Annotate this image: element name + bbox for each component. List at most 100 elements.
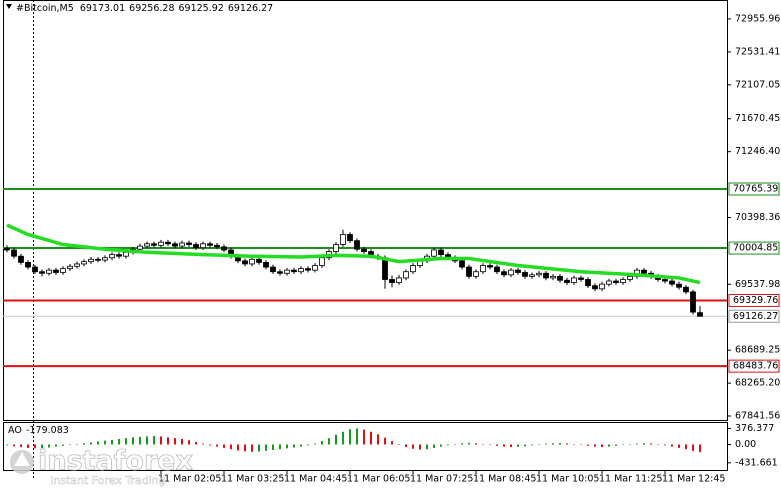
candle-body — [697, 312, 703, 317]
candle-body — [501, 271, 507, 276]
level-label: 69329.76 — [733, 295, 778, 306]
candle-body — [389, 279, 395, 283]
candle-body — [18, 255, 24, 263]
ao-bar — [531, 444, 533, 446]
candle-body — [242, 260, 248, 265]
ao-bar — [293, 444, 295, 448]
ao-bar — [209, 444, 211, 446]
candle-body — [473, 271, 479, 277]
ao-bar — [657, 444, 659, 445]
candle-body — [249, 258, 255, 265]
ao-bar — [69, 444, 71, 446]
x-tick-label: 11 Mar 11:25 — [599, 474, 662, 485]
level-label: 70765.39 — [733, 184, 778, 195]
ao-bar — [405, 444, 407, 448]
symbol: #Bitcoin,M5 — [16, 3, 74, 14]
ao-bar — [62, 444, 64, 446]
x-tick-label: 11 Mar 08:45 — [473, 474, 536, 485]
level-box — [728, 359, 780, 373]
ao-bar — [391, 441, 393, 445]
ao-bar — [538, 444, 540, 446]
candle-body — [200, 243, 206, 249]
ao-bar — [412, 444, 414, 449]
ao-bar — [41, 444, 43, 449]
candle-body — [480, 265, 486, 273]
candle-body — [11, 249, 17, 257]
header-close: 69126.27 — [228, 3, 273, 14]
header-low: 69125.92 — [179, 3, 224, 14]
candle-body — [39, 271, 45, 274]
ao-title: AO — [8, 425, 22, 436]
ao-bar — [20, 444, 22, 448]
candle-body — [676, 283, 682, 288]
candle-body — [333, 244, 339, 252]
logo-name: instaforex — [38, 446, 193, 477]
candle-body — [599, 283, 605, 290]
candle-body — [74, 263, 80, 267]
ao-bar — [377, 434, 379, 445]
ao-bar — [272, 444, 274, 451]
ao-bar — [251, 444, 253, 452]
candle-body — [354, 240, 360, 250]
candle-body — [669, 280, 675, 285]
ao-bar — [426, 444, 428, 450]
ao-value: -179.083 — [26, 425, 69, 436]
level-label: 68483.76 — [733, 361, 778, 372]
candle-body — [81, 261, 87, 265]
ao-bar — [356, 428, 358, 445]
candle-body — [508, 269, 514, 276]
header-high: 69256.28 — [129, 3, 174, 14]
ao-bar — [174, 438, 176, 445]
logo-tagline: Instant Forex Trading — [50, 474, 166, 487]
candle-body — [585, 279, 591, 287]
ao-bar — [440, 444, 442, 447]
candle-body — [550, 275, 556, 279]
y-tick-label: 69537.98 — [735, 279, 780, 290]
candle-body — [207, 243, 213, 246]
x-tick-label: 11 Mar 04:45 — [284, 474, 347, 485]
ao-bar — [307, 444, 309, 446]
ao-bar — [244, 444, 246, 452]
candle-body — [305, 268, 311, 271]
y-tick-label: 68265.20 — [735, 378, 780, 389]
candle-body — [606, 280, 612, 285]
ao-bar — [524, 444, 526, 447]
ao-bar — [321, 441, 323, 445]
ao-bar — [566, 443, 568, 445]
candle-body — [564, 279, 570, 283]
ao-bar — [132, 437, 134, 445]
candle-body — [32, 266, 38, 273]
plot: 72955.96 72531.41 72107.05 71670.45 71246.40… — [3, 13, 780, 485]
ao-bar — [580, 444, 582, 446]
y-tick-label: 0.00 — [735, 439, 756, 450]
ao-bar — [461, 443, 463, 445]
ao-bar — [475, 443, 477, 445]
candle-body — [221, 246, 227, 251]
candle-body — [291, 269, 297, 273]
candle-body — [578, 277, 584, 280]
candle-body — [690, 291, 696, 313]
level-box — [728, 182, 780, 196]
ao-bar — [237, 444, 239, 451]
ao-bar — [615, 444, 617, 446]
y-tick-label: -431.661 — [735, 457, 778, 468]
ao-bar — [384, 437, 386, 445]
ao-bar — [678, 444, 680, 448]
ao-bar — [160, 436, 162, 445]
x-tick-label: 11 Mar 06:05 — [347, 474, 410, 485]
ao-bar — [230, 444, 232, 450]
ao-bar — [167, 437, 169, 445]
ao-bar — [419, 444, 421, 450]
ao-bar — [622, 444, 624, 446]
ao-bar — [83, 443, 85, 445]
candle-body — [298, 268, 304, 273]
ao-bar — [118, 438, 120, 445]
ao-bar — [587, 444, 589, 446]
candle-body — [144, 243, 150, 247]
logo: instaforex Instant Forex Trading — [10, 445, 193, 487]
candle-body — [487, 265, 493, 268]
candle-body — [116, 254, 122, 257]
candle-body — [683, 286, 689, 293]
price-panel-frame — [3, 0, 728, 421]
